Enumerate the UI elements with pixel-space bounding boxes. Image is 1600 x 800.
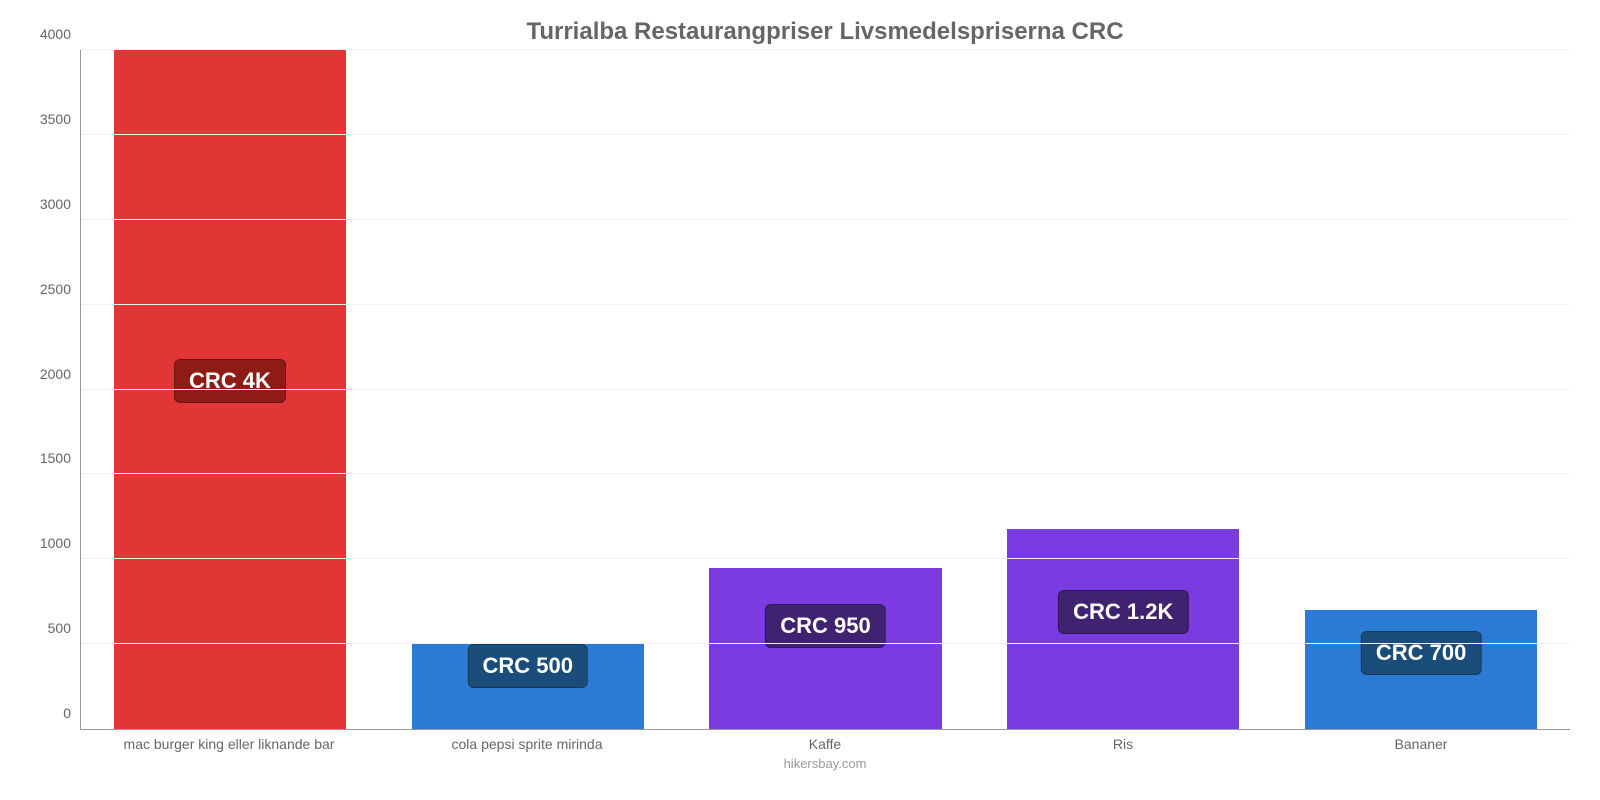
bar-slot: CRC 950 xyxy=(677,50,975,729)
plot-area: CRC 4KCRC 500CRC 950CRC 1.2KCRC 700 0500… xyxy=(80,50,1570,730)
chart-container: Turrialba Restaurangpriser Livsmedelspri… xyxy=(0,0,1600,800)
bar-value-label: CRC 4K xyxy=(174,359,286,403)
gridline xyxy=(81,643,1570,644)
bar-slot: CRC 700 xyxy=(1272,50,1570,729)
y-tick-label: 3500 xyxy=(40,111,71,127)
x-tick-label: Ris xyxy=(974,736,1272,752)
bar-slot: CRC 1.2K xyxy=(974,50,1272,729)
y-tick-label: 1500 xyxy=(40,450,71,466)
gridline xyxy=(81,558,1570,559)
y-tick-label: 2500 xyxy=(40,281,71,297)
x-axis-labels: mac burger king eller liknande barcola p… xyxy=(80,736,1570,752)
chart-title: Turrialba Restaurangpriser Livsmedelspri… xyxy=(80,10,1570,50)
gridline xyxy=(81,134,1570,135)
x-tick-label: cola pepsi sprite mirinda xyxy=(378,736,676,752)
x-tick-label: Kaffe xyxy=(676,736,974,752)
bar-value-label: CRC 700 xyxy=(1361,631,1481,675)
y-tick-label: 3000 xyxy=(40,196,71,212)
bar xyxy=(709,568,941,729)
y-tick-label: 500 xyxy=(48,620,71,636)
y-tick-label: 0 xyxy=(63,705,71,721)
bar-slot: CRC 500 xyxy=(379,50,677,729)
y-tick-label: 1000 xyxy=(40,535,71,551)
bar-slot: CRC 4K xyxy=(81,50,379,729)
gridline xyxy=(81,304,1570,305)
gridline xyxy=(81,49,1570,50)
bar-value-label: CRC 950 xyxy=(765,604,885,648)
bar-value-label: CRC 500 xyxy=(467,644,587,688)
gridline xyxy=(81,219,1570,220)
x-tick-label: mac burger king eller liknande bar xyxy=(80,736,378,752)
bars-row: CRC 4K CRC 500 CRC 950 CRC 1.2K CRC 700 xyxy=(81,50,1570,729)
x-tick-label: Bananer xyxy=(1272,736,1570,752)
footer-credit: hikersbay.com xyxy=(80,756,1570,771)
y-tick-label: 4000 xyxy=(40,26,71,42)
gridline xyxy=(81,389,1570,390)
gridline xyxy=(81,473,1570,474)
bar-value-label: CRC 1.2K xyxy=(1058,590,1188,634)
y-tick-label: 2000 xyxy=(40,366,71,382)
